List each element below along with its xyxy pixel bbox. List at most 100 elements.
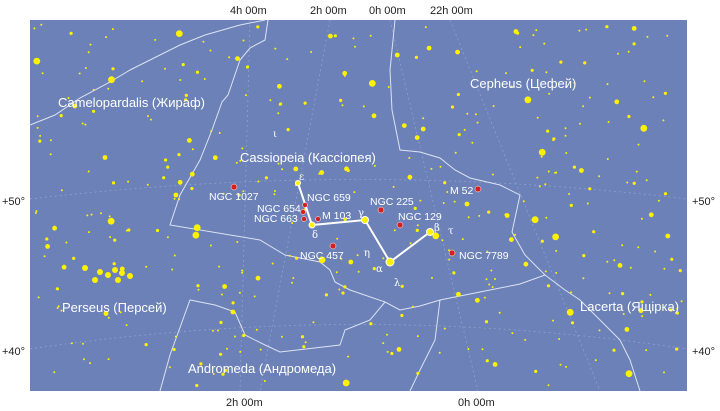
star	[566, 308, 574, 316]
star	[522, 200, 525, 203]
star	[558, 338, 561, 340]
star	[36, 115, 39, 118]
star	[239, 159, 242, 162]
star	[264, 176, 268, 180]
star	[119, 311, 122, 314]
star	[582, 277, 585, 280]
star	[414, 135, 420, 141]
star	[223, 368, 227, 372]
star	[125, 229, 128, 232]
star	[356, 254, 359, 257]
star	[565, 85, 567, 88]
star	[237, 193, 241, 197]
ra-top-2h: 2h 00m	[310, 5, 347, 17]
star	[478, 214, 481, 217]
star	[554, 171, 557, 174]
star	[564, 134, 567, 137]
star	[147, 115, 149, 118]
andromeda-boundary	[159, 299, 386, 392]
star	[666, 34, 669, 37]
label-m52: M 52	[450, 185, 474, 197]
star	[546, 284, 551, 288]
star	[241, 271, 244, 274]
star	[259, 348, 262, 351]
star	[632, 42, 636, 46]
star	[164, 158, 168, 162]
constellation-lacerta: Lacerta (Ящірка)	[580, 299, 679, 314]
star	[396, 347, 402, 352]
dec-left-50: +50°	[2, 196, 25, 208]
star	[181, 63, 185, 67]
star	[67, 97, 70, 99]
star	[49, 153, 52, 156]
star	[286, 128, 290, 132]
star	[530, 68, 534, 72]
star	[446, 191, 449, 193]
star	[538, 185, 541, 188]
star	[483, 296, 486, 299]
star	[617, 263, 623, 268]
star	[467, 216, 470, 219]
constellation-perseus: Perseus (Персей)	[62, 300, 167, 315]
star	[582, 105, 585, 108]
dso-ngc225	[377, 206, 385, 214]
star	[426, 45, 432, 51]
star	[184, 93, 188, 97]
star	[278, 103, 281, 106]
star	[654, 250, 657, 253]
star	[109, 236, 112, 239]
star	[386, 350, 389, 353]
star	[187, 138, 192, 143]
star	[82, 342, 84, 345]
star	[368, 80, 376, 87]
star	[570, 321, 575, 325]
star	[369, 322, 373, 326]
star	[450, 105, 455, 109]
star	[544, 270, 547, 273]
star	[226, 347, 228, 350]
star	[277, 83, 282, 89]
star	[463, 128, 466, 131]
star	[238, 291, 241, 294]
star	[177, 179, 183, 185]
label-ngc654: NGC 654	[257, 203, 301, 215]
star	[579, 122, 581, 125]
star	[638, 308, 644, 314]
star	[390, 351, 394, 356]
star	[657, 199, 660, 202]
star	[441, 239, 444, 242]
star	[452, 271, 456, 275]
star	[631, 26, 637, 31]
star	[498, 311, 501, 314]
star	[641, 315, 644, 318]
greek-delta: δ	[312, 230, 318, 241]
star	[105, 36, 108, 39]
star	[454, 151, 457, 154]
star	[513, 29, 519, 34]
star	[382, 342, 385, 345]
star	[401, 123, 407, 128]
sky-background	[30, 20, 687, 391]
star	[144, 343, 148, 347]
greek-iota: ι	[273, 129, 277, 140]
star	[107, 316, 110, 319]
dec-right-40: +40°	[692, 346, 715, 358]
star	[607, 121, 610, 123]
star	[59, 114, 63, 118]
star	[88, 231, 90, 234]
star	[271, 262, 274, 265]
star	[36, 126, 39, 129]
star	[598, 175, 601, 178]
star	[635, 170, 638, 173]
star	[453, 200, 456, 203]
star	[340, 257, 343, 260]
star	[643, 80, 646, 83]
label-ngc225: NGC 225	[370, 196, 414, 208]
star	[606, 83, 609, 86]
star	[127, 273, 133, 279]
star	[343, 74, 346, 77]
star	[415, 228, 419, 232]
star	[511, 332, 514, 335]
star	[414, 55, 418, 60]
star	[386, 333, 388, 336]
